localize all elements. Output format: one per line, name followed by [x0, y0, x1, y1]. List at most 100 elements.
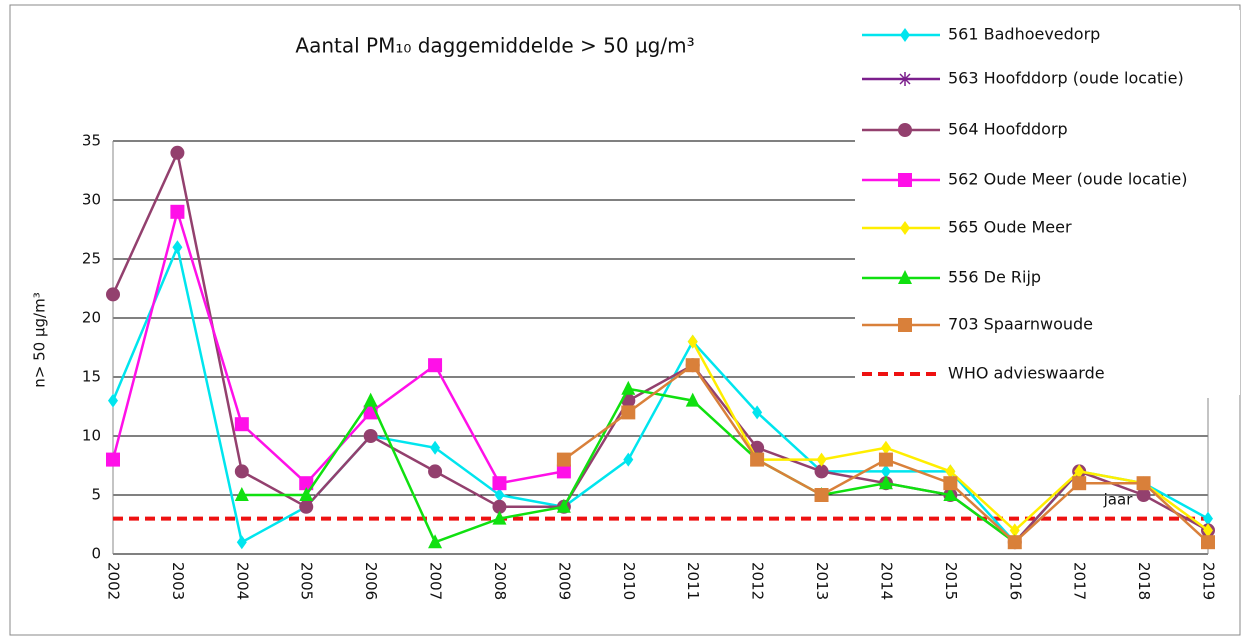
marker — [234, 417, 249, 432]
x-tick-label: 2014 — [877, 562, 895, 600]
marker — [108, 393, 118, 408]
x-tick-label: 2011 — [684, 562, 702, 600]
marker — [299, 499, 314, 514]
marker — [878, 452, 893, 467]
x-tick-label: 2007 — [427, 562, 445, 600]
x-tick-label: 2005 — [298, 562, 316, 600]
legend-label: 562 Oude Meer (oude locatie) — [948, 170, 1188, 189]
marker — [623, 452, 634, 467]
legend-label: 565 Oude Meer — [948, 218, 1072, 237]
legend: 561 Badhoevedorp 563 Hoofddorp (oude loca… — [862, 25, 1188, 383]
marker — [299, 476, 314, 491]
chart-title: Aantal PM₁₀ daggemiddelde > 50 µg/m³ — [295, 34, 694, 58]
y-tick-label: 25 — [82, 250, 101, 268]
series-line — [111, 148, 1209, 544]
y-tick-label: 0 — [91, 545, 101, 563]
marker — [943, 476, 958, 491]
marker — [1136, 488, 1151, 502]
x-tick-label: 2013 — [813, 562, 831, 600]
marker — [687, 334, 698, 349]
marker — [492, 510, 507, 525]
legend-label: 561 Badhoevedorp — [948, 25, 1100, 44]
marker — [1203, 511, 1213, 526]
marker — [494, 488, 505, 502]
marker — [236, 535, 247, 550]
marker — [363, 392, 378, 407]
legend-label: 703 Spaarnwoude — [948, 315, 1093, 334]
marker — [898, 318, 912, 332]
x-tick-label: 2004 — [233, 562, 251, 600]
marker — [1009, 523, 1020, 538]
marker — [172, 240, 183, 255]
legend-label: 563 Hoofddorp (oude locatie) — [948, 69, 1184, 88]
marker — [752, 405, 763, 420]
y-tick-label: 30 — [82, 191, 101, 209]
marker — [900, 221, 910, 235]
marker — [880, 464, 891, 479]
y-tick-label: 10 — [82, 427, 101, 445]
x-tick-label: 2009 — [555, 562, 573, 600]
marker — [556, 464, 571, 479]
marker — [430, 440, 441, 455]
marker — [106, 452, 120, 467]
marker — [363, 429, 378, 443]
y-tick-label: 5 — [91, 486, 101, 504]
x-tick-label: 2015 — [942, 562, 960, 600]
marker — [621, 405, 636, 420]
x-axis-label: jaar — [1103, 491, 1134, 509]
marker — [750, 452, 765, 467]
marker — [299, 487, 314, 501]
marker — [685, 358, 700, 373]
legend-label: 556 De Rijp — [948, 268, 1041, 287]
x-tick-label: 2003 — [169, 562, 187, 600]
marker — [234, 487, 249, 501]
x-tick-label: 2008 — [491, 562, 509, 600]
marker — [1007, 535, 1022, 550]
marker — [1203, 523, 1213, 538]
marker — [945, 464, 956, 479]
marker — [943, 487, 958, 501]
marker — [621, 380, 636, 395]
marker — [898, 123, 912, 137]
marker — [428, 358, 443, 373]
marker — [1201, 535, 1215, 550]
marker — [814, 488, 829, 502]
marker — [900, 28, 910, 42]
x-tick-label: 2002 — [105, 562, 123, 600]
x-tick-label: 2019 — [1200, 562, 1218, 600]
legend-label: WHO advieswaarde — [948, 364, 1105, 383]
marker — [685, 392, 700, 407]
marker — [170, 145, 185, 160]
x-tick-label: 2016 — [1006, 562, 1024, 600]
marker — [106, 287, 120, 302]
marker — [492, 499, 507, 514]
x-tick-label: 2012 — [749, 562, 767, 600]
legend-label: 564 Hoofddorp — [948, 120, 1068, 139]
marker — [556, 452, 571, 467]
marker — [898, 270, 912, 284]
marker — [428, 534, 443, 549]
legend-background — [855, 10, 1240, 395]
marker — [428, 464, 443, 479]
x-tick-label: 2017 — [1071, 562, 1089, 600]
marker — [556, 498, 571, 513]
marker — [234, 464, 249, 479]
marker — [814, 464, 829, 479]
marker — [898, 72, 912, 86]
marker — [492, 476, 507, 491]
y-tick-label: 35 — [82, 132, 101, 150]
y-axis-label: n> 50 µg/m³ — [31, 292, 49, 387]
marker — [898, 173, 912, 187]
x-tick-label: 2006 — [362, 562, 380, 600]
y-tick-label: 20 — [82, 309, 101, 327]
x-tick-label: 2010 — [620, 562, 638, 600]
marker — [1136, 476, 1151, 491]
marker — [1074, 464, 1085, 479]
y-tick-label: 15 — [82, 368, 101, 386]
marker — [880, 440, 891, 455]
x-tick-label: 2018 — [1135, 562, 1153, 600]
marker — [816, 452, 827, 467]
marker — [878, 475, 893, 490]
marker — [1072, 476, 1087, 491]
